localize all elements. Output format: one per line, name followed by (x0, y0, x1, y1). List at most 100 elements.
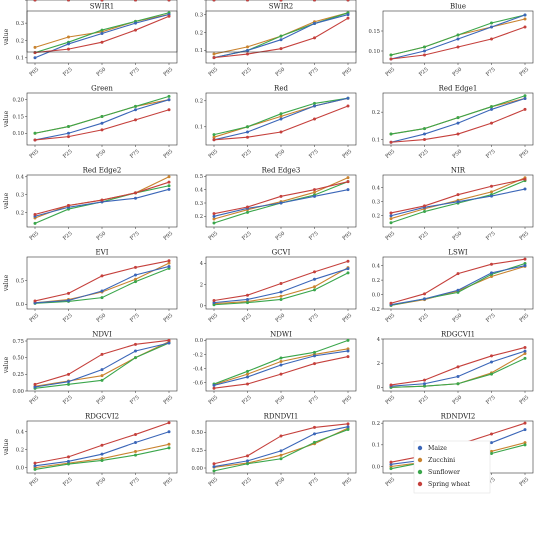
y-tick-label: 0.50 (12, 355, 24, 361)
data-point-maize (246, 130, 249, 134)
series-line-sunflower (390, 95, 526, 135)
data-point-maize (67, 459, 70, 463)
panel-title: Red Edge1 (439, 85, 478, 93)
panel-ndvi: NDVI 0.00 0.25 0.50 0.75 P05 P25 P50 P75 P95 value (3, 331, 178, 406)
x-tick-label: P50 (96, 67, 108, 78)
data-point-maize (167, 430, 171, 434)
data-point-sunflower (279, 356, 283, 360)
y-tick-label: 0.20 (12, 98, 24, 104)
data-point-zucchini (134, 277, 137, 281)
data-point-sunflower (313, 101, 316, 105)
data-point-zucchini (167, 442, 171, 446)
data-point-spring-wheat (523, 345, 527, 349)
data-point-spring-wheat (100, 352, 104, 356)
panel-green: Green 0.10 0.15 0.20 P05 P25 P50 P75 P95 value (3, 85, 178, 160)
data-point-spring-wheat (346, 104, 350, 108)
x-tick-label: P75 (485, 313, 497, 324)
data-point-spring-wheat (167, 259, 171, 263)
panel-rdgcvi1: RDGCVI1 0 2 4 P05 P25 P50 P75 P95 (377, 331, 534, 406)
x-tick-label: P25 (62, 67, 74, 78)
y-tick-label: 2 (200, 282, 203, 288)
data-point-spring-wheat (33, 212, 37, 216)
data-point-zucchini (246, 372, 249, 376)
data-point-maize (167, 187, 171, 191)
y-tick-label: 0.00 (191, 466, 203, 472)
data-point-maize (346, 13, 350, 17)
legend: Maize Zucchini Sunflower Spring wheat (413, 440, 491, 494)
data-point-sunflower (456, 116, 460, 120)
data-point-maize (212, 214, 216, 218)
data-point-maize (100, 452, 104, 456)
panel-red-edge3: Red Edge3 0.2 0.3 0.4 0.5 P05 P25 P50 P75 P95 (195, 167, 357, 242)
x-tick-label: P95 (163, 395, 175, 406)
data-point-zucchini (212, 52, 216, 56)
data-point-maize (279, 201, 283, 205)
data-point-zucchini (279, 294, 283, 298)
x-tick-label: P95 (163, 149, 175, 160)
data-point-sunflower (456, 33, 460, 37)
data-point-sunflower (423, 127, 426, 131)
panel-title: Green (91, 85, 113, 93)
data-point-spring-wheat (490, 121, 493, 125)
y-tick-label: 0.2 (195, 99, 203, 105)
data-point-zucchini (490, 275, 493, 278)
x-tick-label: P05 (29, 67, 41, 78)
data-point-spring-wheat (167, 0, 171, 2)
data-point-spring-wheat (279, 434, 283, 438)
data-point-sunflower (279, 297, 283, 301)
data-point-maize (279, 449, 283, 453)
panel-lswi: LSWI -0.2 0.0 0.2 0.4 P05 P25 P50 P75 P95 (370, 249, 534, 324)
y-tick-label: 0.0 (195, 338, 203, 344)
data-point-maize (33, 464, 37, 468)
data-point-sunflower (490, 372, 493, 376)
x-tick-label: P25 (418, 231, 430, 242)
x-tick-label: P50 (96, 149, 108, 160)
data-point-maize (523, 13, 527, 17)
data-point-maize (167, 98, 171, 102)
series-line-zucchini (34, 176, 170, 219)
data-point-zucchini (389, 465, 393, 468)
x-tick-label: P25 (62, 231, 74, 242)
y-tick-label: 4 (377, 337, 381, 343)
data-point-spring-wheat (67, 372, 70, 376)
data-point-maize (490, 194, 493, 198)
x-tick-label: P25 (62, 313, 74, 324)
data-point-sunflower (67, 382, 70, 386)
data-point-maize (33, 56, 37, 60)
x-tick-label: P25 (418, 67, 430, 78)
data-point-spring-wheat (246, 135, 249, 139)
data-point-sunflower (246, 210, 249, 214)
x-tick-label: P75 (129, 231, 141, 242)
data-point-sunflower (100, 28, 104, 32)
y-tick-label: 0.0 (372, 464, 380, 470)
legend-entry: Sunflower (428, 469, 460, 476)
data-point-sunflower (346, 428, 350, 432)
data-point-spring-wheat (212, 56, 216, 60)
y-axis-label: value (3, 192, 10, 210)
x-tick-label: P95 (342, 313, 354, 324)
x-tick-label: P05 (385, 67, 397, 78)
series-line-spring-wheat (390, 258, 526, 304)
data-point-spring-wheat (33, 138, 37, 142)
data-point-spring-wheat (423, 138, 426, 142)
x-tick-label: P75 (308, 477, 320, 488)
x-tick-label: P75 (129, 313, 141, 324)
x-tick-label: P50 (452, 395, 464, 406)
x-tick-label: P50 (96, 395, 108, 406)
y-tick-label: 0.2 (16, 447, 24, 453)
data-point-spring-wheat (100, 0, 104, 2)
x-tick-label: P75 (308, 395, 320, 406)
y-tick-label: 0.25 (191, 448, 203, 454)
data-point-maize (279, 38, 283, 42)
y-tick-label: 0.3 (16, 21, 24, 27)
series-line-spring-wheat (34, 260, 170, 302)
panel-title: RDNDVI1 (264, 413, 299, 421)
y-tick-label: 0.2 (372, 421, 380, 427)
data-point-zucchini (523, 352, 527, 356)
x-tick-label: P75 (129, 395, 141, 406)
data-point-spring-wheat (246, 52, 249, 56)
x-tick-label: P05 (385, 149, 397, 160)
x-tick-label: P75 (485, 149, 497, 160)
x-tick-label: P95 (163, 67, 175, 78)
data-point-sunflower (246, 369, 249, 373)
